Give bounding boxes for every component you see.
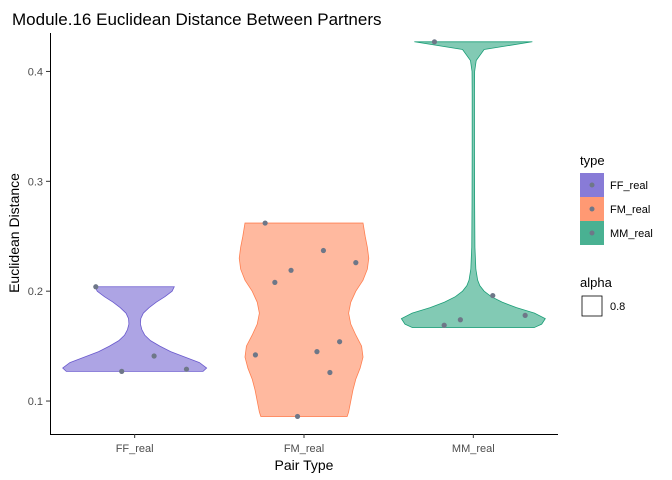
legend-key-point <box>589 206 595 212</box>
data-point <box>294 413 301 420</box>
y-tick-label: 0.2 <box>28 286 43 298</box>
legend: type FF_real FM_real MM_real alpha 0.8 <box>580 153 653 317</box>
x-axis-title: Pair Type <box>275 457 334 473</box>
y-tick-label: 0.1 <box>28 396 43 408</box>
data-point <box>522 312 528 318</box>
data-point <box>353 260 359 266</box>
legend-label-FM_real: FM_real <box>610 204 650 216</box>
data-point <box>272 279 278 285</box>
legend-alpha-label: 0.8 <box>610 301 625 313</box>
x-axis-ticks: FF_real FM_real MM_real <box>116 434 495 455</box>
data-point <box>327 369 333 376</box>
violin-FF_real <box>62 286 208 372</box>
legend-entries: FF_real FM_real MM_real <box>580 173 653 245</box>
data-point <box>93 284 99 290</box>
y-tick-label: 0.3 <box>28 176 43 188</box>
x-tick-label: FM_real <box>284 443 324 455</box>
data-point <box>320 247 327 254</box>
data-point <box>252 352 259 358</box>
data-point <box>490 292 496 299</box>
data-point <box>337 339 343 345</box>
legend-key-point <box>589 182 595 188</box>
data-point <box>441 322 447 328</box>
data-point <box>288 267 294 273</box>
chart-title: Module.16 Euclidean Distance Between Par… <box>12 10 382 29</box>
y-tick-label: 0.4 <box>28 66 43 78</box>
y-axis-title: Euclidean Distance <box>6 173 22 293</box>
data-point <box>183 366 190 372</box>
data-point <box>431 39 438 45</box>
legend-label-FF_real: FF_real <box>610 180 648 192</box>
data-point <box>262 220 268 226</box>
y-axis-ticks: 0.1 0.2 0.3 0.4 <box>28 66 50 408</box>
legend-label-MM_real: MM_real <box>610 228 653 240</box>
violins-layer <box>62 41 546 417</box>
x-tick-label: MM_real <box>452 443 495 455</box>
data-point <box>314 349 320 355</box>
legend-alpha-title: alpha <box>580 275 613 290</box>
data-point <box>151 353 157 359</box>
data-point <box>457 317 463 323</box>
data-point <box>119 368 125 374</box>
points-layer <box>93 39 528 420</box>
legend-key-point <box>589 230 595 236</box>
x-tick-label: FF_real <box>116 443 154 455</box>
violin-MM_real <box>400 41 546 328</box>
legend-title: type <box>580 153 605 168</box>
violin-FM_real <box>238 222 370 417</box>
legend-alpha-key <box>581 295 603 317</box>
